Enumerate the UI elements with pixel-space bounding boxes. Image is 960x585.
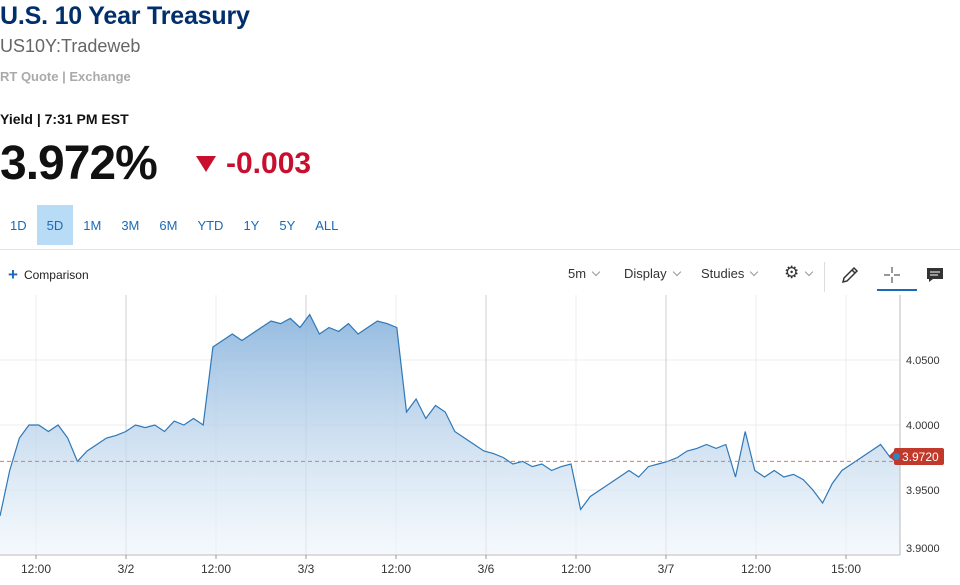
range-all-button[interactable]: ALL bbox=[315, 217, 339, 233]
x-tick-label: 15:00 bbox=[831, 562, 861, 576]
range-6m-button[interactable]: 6M bbox=[159, 217, 178, 233]
y-tick-label: 3.9000 bbox=[906, 543, 940, 555]
x-tick-label: 3/6 bbox=[478, 562, 495, 576]
comparison-label: Comparison bbox=[23, 268, 89, 282]
x-tick-label: 3/2 bbox=[118, 562, 135, 576]
quote-source-label: RT Quote | Exchange bbox=[0, 69, 131, 84]
x-tick-label: 3/7 bbox=[658, 562, 675, 576]
range-3m-button[interactable]: 3M bbox=[121, 217, 140, 233]
display-dropdown[interactable]: Display bbox=[624, 266, 681, 281]
change-indicator: -0.003 bbox=[196, 147, 311, 181]
display-label: Display bbox=[624, 266, 667, 281]
chevron-down-icon bbox=[805, 267, 814, 276]
range-5d-button[interactable]: 5D bbox=[36, 205, 74, 245]
series-line bbox=[0, 313, 901, 517]
chevron-down-icon bbox=[591, 267, 601, 277]
crosshair-button[interactable] bbox=[877, 262, 907, 288]
area-fill bbox=[0, 314, 900, 555]
y-tick-label: 3.9500 bbox=[906, 485, 940, 497]
yield-timestamp-label: Yield | 7:31 PM EST bbox=[0, 111, 129, 127]
current-value-tag: 3.9720 bbox=[889, 448, 944, 465]
draw-button[interactable] bbox=[835, 262, 865, 288]
change-value: -0.003 bbox=[226, 147, 312, 180]
crosshair-icon bbox=[884, 267, 900, 283]
y-tick-label: 4.0500 bbox=[906, 355, 940, 367]
pencil-icon bbox=[841, 266, 859, 284]
symbol-label: US10Y:Tradeweb bbox=[0, 36, 141, 56]
x-tick-label: 12:00 bbox=[381, 562, 411, 576]
toolbar-separator bbox=[824, 262, 825, 292]
plus-icon: + bbox=[8, 265, 18, 284]
x-tick-label: 12:00 bbox=[201, 562, 231, 576]
y-tick-label: 4.0000 bbox=[906, 420, 940, 432]
current-value-dot bbox=[893, 453, 900, 460]
range-1m-button[interactable]: 1M bbox=[83, 217, 102, 233]
chart-toolbar: + Comparison 5m Display Studies ⚙ bbox=[0, 260, 960, 292]
comment-button[interactable] bbox=[920, 262, 950, 288]
down-arrow-icon bbox=[196, 156, 216, 172]
page-title: U.S. 10 Year Treasury bbox=[0, 2, 250, 30]
x-tick-label: 12:00 bbox=[741, 562, 771, 576]
range-5y-button[interactable]: 5Y bbox=[279, 217, 296, 233]
interval-dropdown[interactable]: 5m bbox=[568, 266, 601, 281]
x-tick-label: 3/3 bbox=[298, 562, 315, 576]
range-selector: 1D 5D 1M 3M 6M YTD 1Y 5Y ALL bbox=[0, 205, 348, 245]
comment-icon bbox=[927, 268, 943, 282]
range-1d-button[interactable]: 1D bbox=[10, 217, 27, 233]
interval-label: 5m bbox=[568, 266, 587, 281]
studies-dropdown[interactable]: Studies bbox=[701, 266, 759, 281]
gear-icon: ⚙ bbox=[784, 263, 800, 282]
yield-chart[interactable]: 4.0500 4.0000 3.9500 3.9000 12:00 3/2 12:00 3/… bbox=[0, 295, 960, 585]
chevron-down-icon bbox=[672, 267, 681, 277]
x-tick-label: 12:00 bbox=[561, 562, 591, 576]
comparison-button[interactable]: + Comparison bbox=[8, 265, 89, 284]
studies-label: Studies bbox=[701, 266, 745, 281]
chevron-down-icon bbox=[750, 267, 759, 277]
x-tick-label: 12:00 bbox=[21, 562, 51, 576]
header-divider bbox=[0, 249, 960, 250]
current-yield: 3.972% bbox=[0, 137, 158, 190]
active-tool-indicator bbox=[877, 289, 917, 291]
settings-dropdown[interactable]: ⚙ bbox=[784, 263, 814, 283]
range-1y-button[interactable]: 1Y bbox=[243, 217, 260, 233]
range-ytd-button[interactable]: YTD bbox=[197, 217, 224, 233]
